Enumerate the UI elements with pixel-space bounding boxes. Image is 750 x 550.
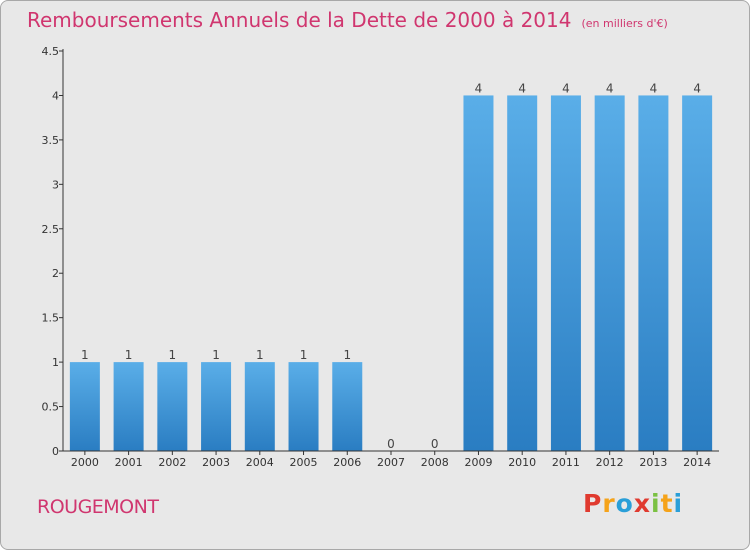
bar — [463, 95, 494, 451]
y-tick-label: 2.5 — [42, 223, 60, 236]
x-tick-label: 2001 — [115, 456, 143, 469]
x-tick-label: 2003 — [202, 456, 230, 469]
y-tick-label: 0.5 — [42, 401, 60, 414]
x-tick-label: 2010 — [508, 456, 536, 469]
bar — [638, 95, 669, 451]
value-label: 1 — [256, 348, 264, 362]
x-tick-label: 2007 — [377, 456, 405, 469]
value-label: 4 — [518, 81, 526, 95]
value-label: 4 — [475, 81, 483, 95]
x-tick-label: 2004 — [246, 456, 274, 469]
bar — [507, 95, 538, 451]
y-tick-label: 3.5 — [42, 134, 60, 147]
bar — [332, 362, 363, 451]
value-label: 0 — [431, 437, 439, 451]
x-tick-label: 2000 — [71, 456, 99, 469]
bar — [682, 95, 713, 451]
value-label: 4 — [693, 81, 701, 95]
place-name: ROUGEMONT — [37, 496, 159, 518]
logo-letter: i — [673, 489, 684, 518]
value-label: 4 — [606, 81, 614, 95]
value-label: 1 — [125, 348, 133, 362]
bar — [201, 362, 232, 451]
logo-letter: P — [583, 489, 603, 518]
x-tick-label: 2008 — [421, 456, 449, 469]
x-tick-label: 2011 — [552, 456, 580, 469]
x-tick-label: 2012 — [596, 456, 624, 469]
bar — [157, 362, 188, 451]
y-tick-label: 4.5 — [42, 45, 60, 58]
x-tick-label: 2009 — [464, 456, 492, 469]
y-tick-label: 0 — [52, 445, 59, 458]
chart-title-main: Remboursements Annuels de la Dette de 20… — [27, 8, 572, 32]
x-tick-label: 2002 — [158, 456, 186, 469]
bar — [594, 95, 625, 451]
bar — [113, 362, 144, 451]
x-tick-label: 2013 — [639, 456, 667, 469]
value-label: 1 — [169, 348, 177, 362]
value-label: 1 — [300, 348, 308, 362]
logo-letter: o — [615, 489, 634, 518]
chart-title: Remboursements Annuels de la Dette de 20… — [27, 8, 668, 32]
logo-letter: x — [633, 489, 651, 518]
logo-letter: r — [602, 489, 616, 518]
bar — [244, 362, 275, 451]
value-label: 4 — [650, 81, 658, 95]
y-tick-label: 1.5 — [42, 312, 60, 325]
chart-title-unit: (en milliers d'€) — [581, 17, 668, 30]
y-tick-label: 3 — [52, 178, 59, 191]
value-label: 1 — [343, 348, 351, 362]
y-tick-label: 2 — [52, 267, 59, 280]
bar — [69, 362, 100, 451]
value-label: 1 — [81, 348, 89, 362]
proxiti-logo: Proxiti — [583, 489, 683, 518]
x-tick-label: 2006 — [333, 456, 361, 469]
x-tick-label: 2005 — [290, 456, 318, 469]
logo-letter: i — [651, 489, 661, 518]
bar — [288, 362, 319, 451]
bar — [550, 95, 581, 451]
value-label: 1 — [212, 348, 220, 362]
y-tick-label: 1 — [52, 356, 59, 369]
value-label: 4 — [562, 81, 570, 95]
value-label: 0 — [387, 437, 395, 451]
logo-letter: t — [660, 489, 674, 518]
y-tick-label: 4 — [52, 89, 59, 102]
x-tick-label: 2014 — [683, 456, 711, 469]
